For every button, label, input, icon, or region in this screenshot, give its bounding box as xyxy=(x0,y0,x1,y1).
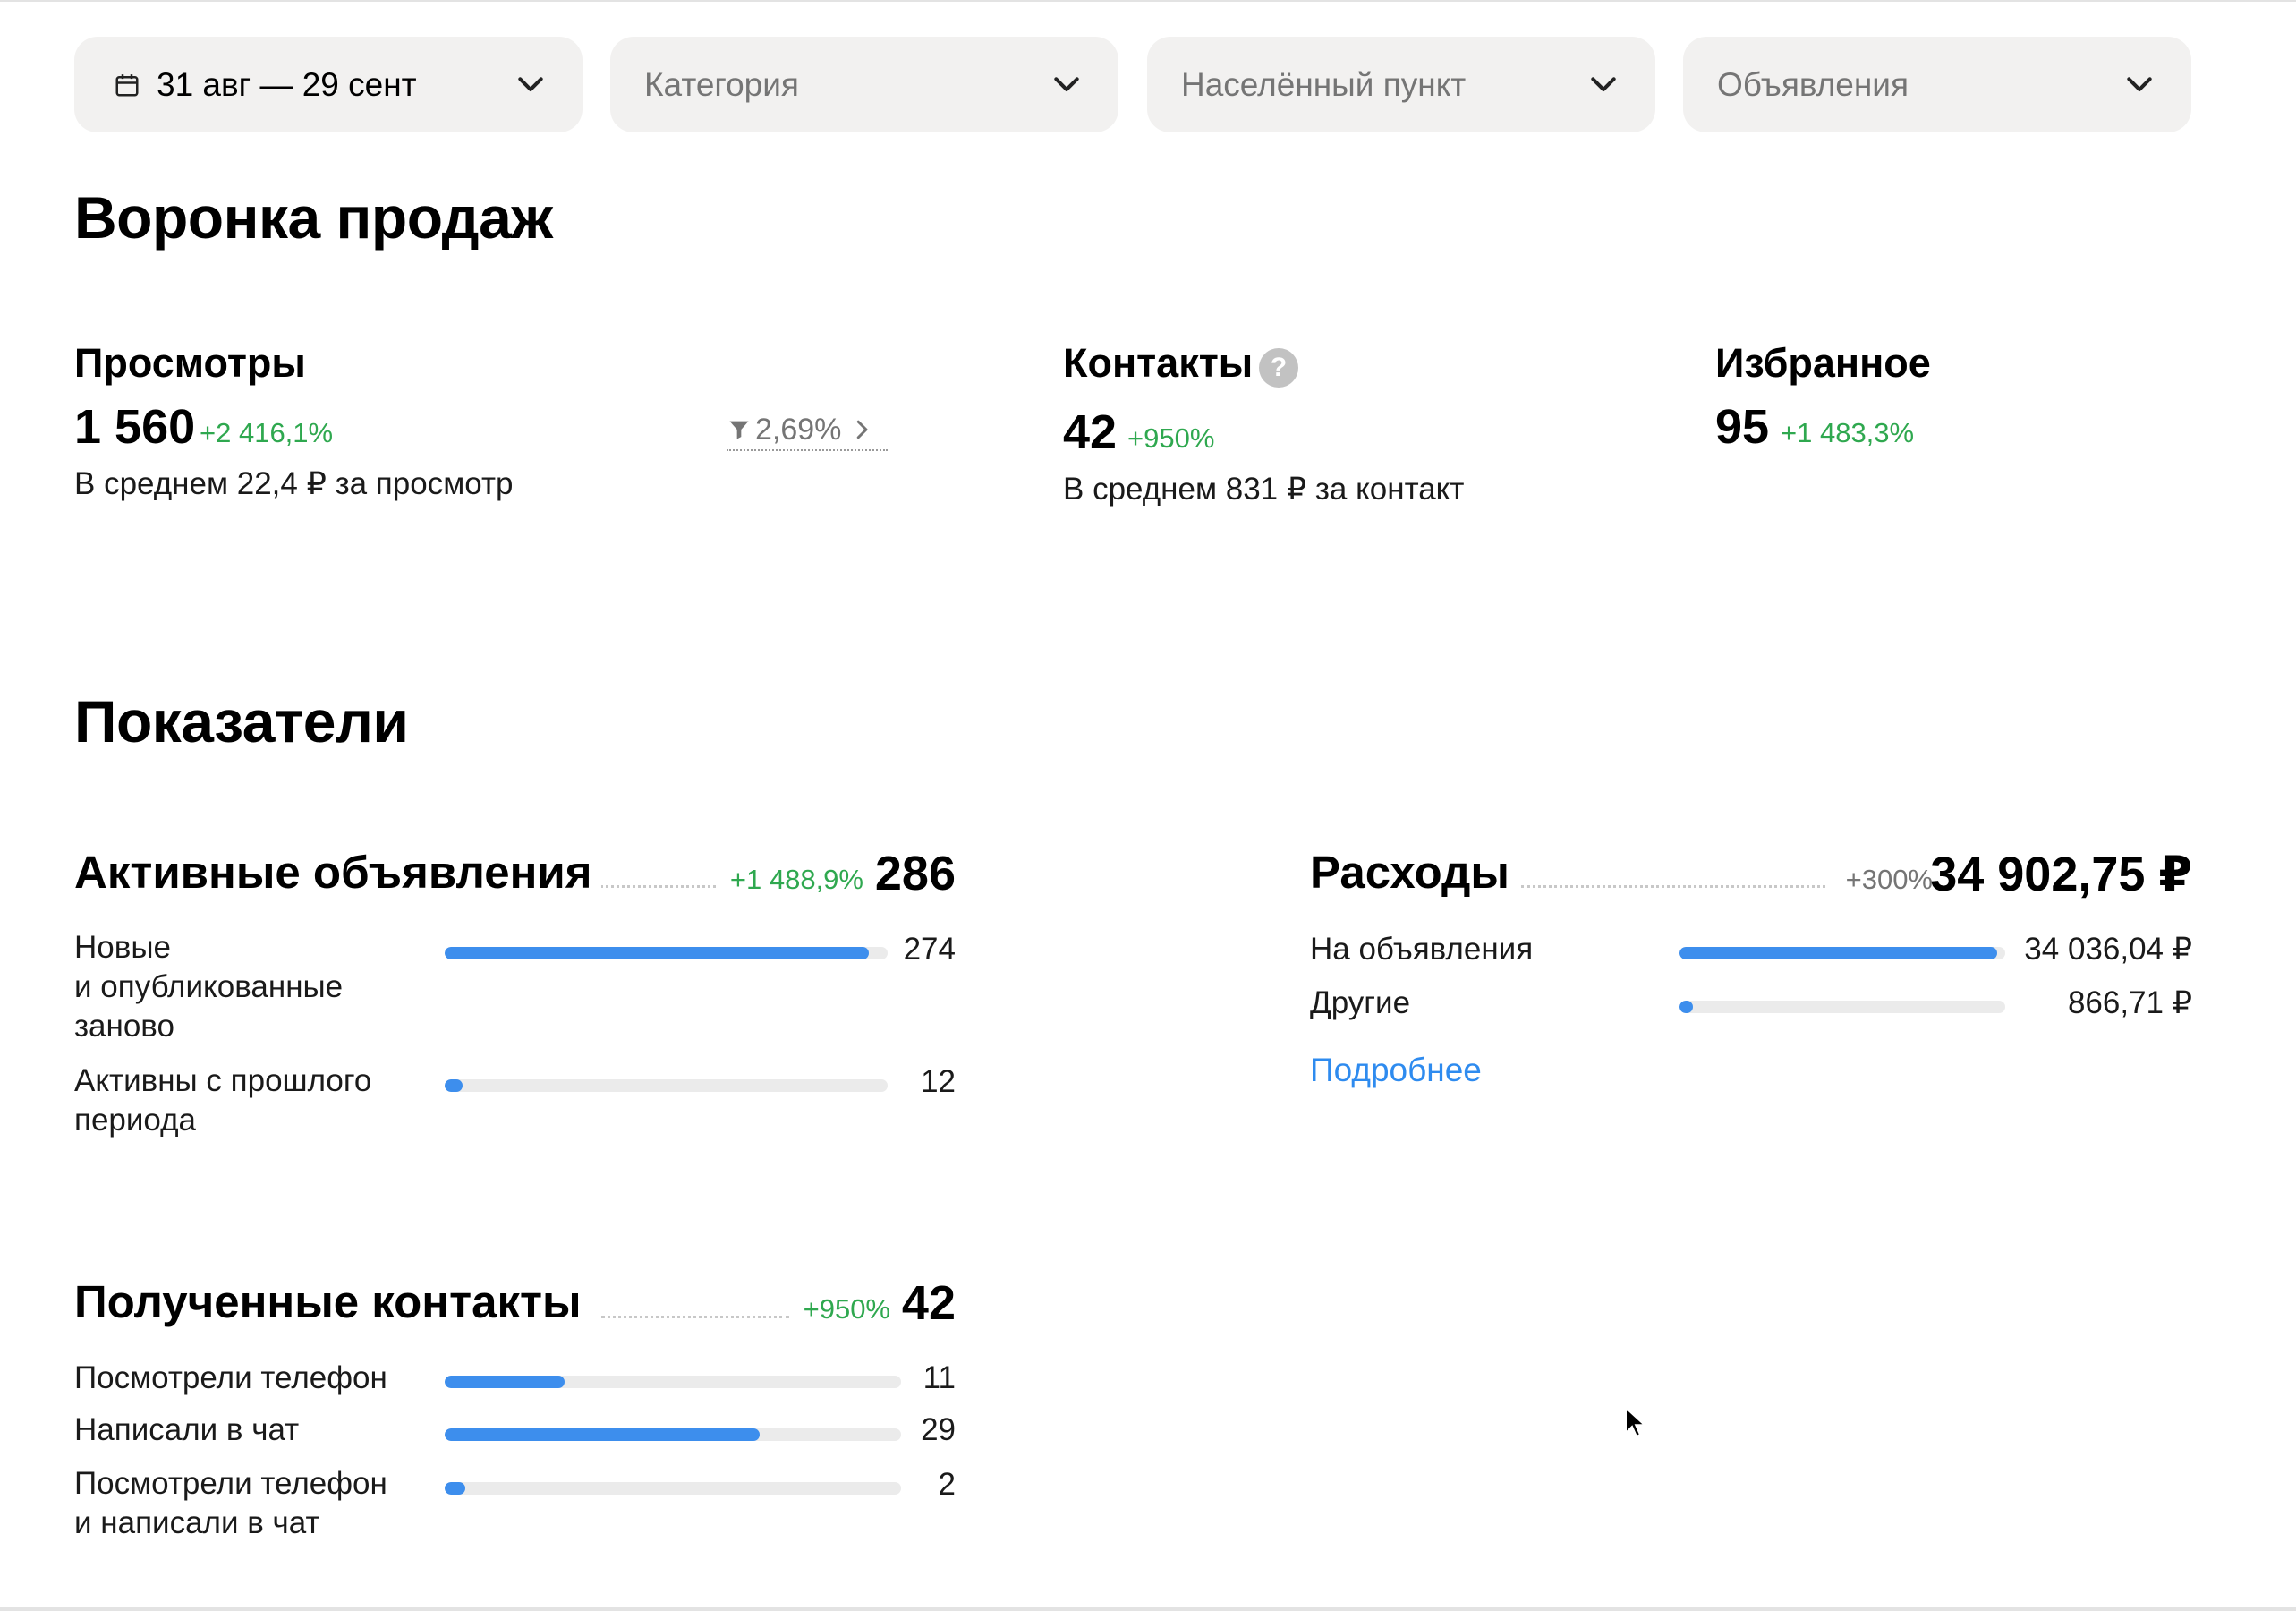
views-title: Просмотры xyxy=(74,340,306,386)
chevron-right-icon xyxy=(857,420,868,439)
phone-and-chat-value: 2 xyxy=(938,1467,956,1502)
active-ads-delta: +1 488,9% xyxy=(729,864,863,895)
dotted-leader xyxy=(601,1316,789,1318)
chevron-down-icon xyxy=(1054,76,1079,91)
expenses-value: 34 902,75 ₽ xyxy=(1930,848,2192,901)
contacts-average: В среднем 831 ₽ за контакт xyxy=(1063,472,1465,507)
help-icon[interactable]: ? xyxy=(1259,348,1298,388)
date-range-filter[interactable]: 31 авг — 29 сент xyxy=(74,37,583,132)
favorites-value: 95 xyxy=(1715,400,1770,454)
ads-placeholder: Объявления xyxy=(1717,65,1909,103)
received-contacts-delta: +950% xyxy=(803,1293,890,1325)
bar-fill xyxy=(1679,947,1997,959)
active-ads-previous-label: Активны с прошлого периода xyxy=(74,1063,372,1138)
active-ads-previous-bar xyxy=(445,1079,888,1092)
active-ads-previous-value: 12 xyxy=(921,1064,956,1099)
ads-filter[interactable]: Объявления xyxy=(1683,37,2191,132)
phone-and-chat-bar xyxy=(445,1482,901,1495)
expenses-other-label: Другие xyxy=(1310,985,1411,1020)
favorites-title: Избранное xyxy=(1715,340,1931,386)
active-ads-title: Активные объявления xyxy=(74,846,601,899)
indicators-title: Показатели xyxy=(74,688,409,754)
calendar-icon xyxy=(115,73,139,96)
wrote-chat-bar xyxy=(445,1428,901,1441)
bottom-divider xyxy=(0,1607,2296,1611)
funnel-filter-icon xyxy=(729,421,749,439)
bar-fill xyxy=(445,947,870,959)
contacts-delta: +950% xyxy=(1127,422,1215,454)
bar-fill xyxy=(445,1428,760,1441)
chevron-down-icon xyxy=(2127,76,2152,91)
active-ads-new-bar xyxy=(445,947,888,959)
funnel-title: Воронка продаж xyxy=(74,184,553,251)
locality-filter[interactable]: Населённый пункт xyxy=(1147,37,1655,132)
expenses-details-link[interactable]: Подробнее xyxy=(1310,1052,1482,1088)
bar-fill xyxy=(445,1079,463,1092)
bar-fill xyxy=(445,1376,565,1388)
favorites-delta: +1 483,3% xyxy=(1781,417,1915,448)
viewed-phone-value: 11 xyxy=(923,1360,956,1395)
expenses-ads-label: На объявления xyxy=(1310,932,1534,967)
contacts-title: Контакты xyxy=(1063,340,1254,386)
viewed-phone-label: Посмотрели телефон xyxy=(74,1360,387,1395)
mouse-cursor-icon xyxy=(1625,1406,1647,1438)
expenses-other-value: 866,71 ₽ xyxy=(2067,985,2192,1020)
wrote-chat-value: 29 xyxy=(921,1412,956,1447)
wrote-chat-label: Написали в чат xyxy=(74,1412,300,1447)
views-average: В среднем 22,4 ₽ за просмотр xyxy=(74,466,514,501)
dotted-leader xyxy=(591,885,716,888)
category-placeholder: Категория xyxy=(644,65,799,103)
chevron-down-icon xyxy=(1591,76,1616,91)
active-ads-new-label: Новые и опубликованные заново xyxy=(74,930,344,1044)
expenses-delta: +300% xyxy=(1845,864,1933,895)
viewed-phone-bar xyxy=(445,1376,901,1388)
views-delta: +2 416,1% xyxy=(200,417,334,448)
dotted-leader xyxy=(1521,885,1825,888)
bar-fill xyxy=(1679,1001,1693,1013)
date-range-value: 31 авг — 29 сент xyxy=(157,65,417,103)
expenses-title: Расходы xyxy=(1310,846,1518,899)
phone-and-chat-label: Посмотрели телефон и написали в чат xyxy=(74,1466,387,1540)
chevron-down-icon xyxy=(518,76,543,91)
expenses-other-bar xyxy=(1679,1001,2005,1013)
bar-fill xyxy=(445,1482,465,1495)
active-ads-new-value: 274 xyxy=(903,932,956,967)
expenses-ads-bar xyxy=(1679,947,2005,959)
views-to-contacts-conversion[interactable]: 2,69% xyxy=(727,410,888,451)
active-ads-value: 286 xyxy=(874,847,956,900)
locality-placeholder: Населённый пункт xyxy=(1181,65,1467,103)
category-filter[interactable]: Категория xyxy=(610,37,1118,132)
top-divider xyxy=(0,0,2296,2)
conversion-value: 2,69% xyxy=(755,412,842,447)
views-value: 1 560 xyxy=(74,400,196,454)
contacts-value: 42 xyxy=(1063,405,1118,459)
received-contacts-value: 42 xyxy=(901,1276,956,1330)
expenses-ads-value: 34 036,04 ₽ xyxy=(2024,932,2192,967)
received-contacts-title: Полученные контакты xyxy=(74,1275,591,1328)
